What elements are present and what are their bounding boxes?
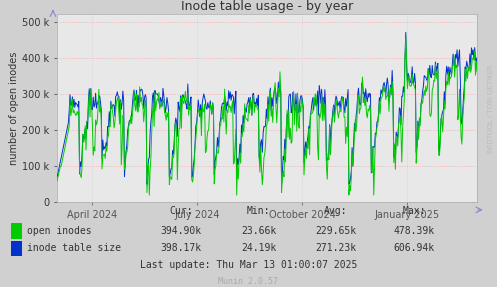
Text: Min:: Min: bbox=[247, 206, 270, 216]
Text: RRDTOOL / TOBI OETIKER: RRDTOOL / TOBI OETIKER bbox=[488, 65, 494, 154]
Text: 394.90k: 394.90k bbox=[161, 226, 202, 236]
Text: Last update: Thu Mar 13 01:00:07 2025: Last update: Thu Mar 13 01:00:07 2025 bbox=[140, 260, 357, 270]
Text: 606.94k: 606.94k bbox=[394, 243, 434, 253]
Title: Inode table usage - by year: Inode table usage - by year bbox=[181, 0, 353, 13]
Text: 23.66k: 23.66k bbox=[241, 226, 276, 236]
Text: 24.19k: 24.19k bbox=[241, 243, 276, 253]
Text: inode table size: inode table size bbox=[27, 243, 121, 253]
Text: 398.17k: 398.17k bbox=[161, 243, 202, 253]
Text: Max:: Max: bbox=[402, 206, 426, 216]
Text: Cur:: Cur: bbox=[169, 206, 193, 216]
Text: 229.65k: 229.65k bbox=[315, 226, 356, 236]
Text: open inodes: open inodes bbox=[27, 226, 92, 236]
Y-axis label: number of open inodes: number of open inodes bbox=[9, 52, 19, 165]
Text: 271.23k: 271.23k bbox=[315, 243, 356, 253]
Text: Avg:: Avg: bbox=[324, 206, 347, 216]
Text: 478.39k: 478.39k bbox=[394, 226, 434, 236]
Text: Munin 2.0.57: Munin 2.0.57 bbox=[219, 277, 278, 286]
